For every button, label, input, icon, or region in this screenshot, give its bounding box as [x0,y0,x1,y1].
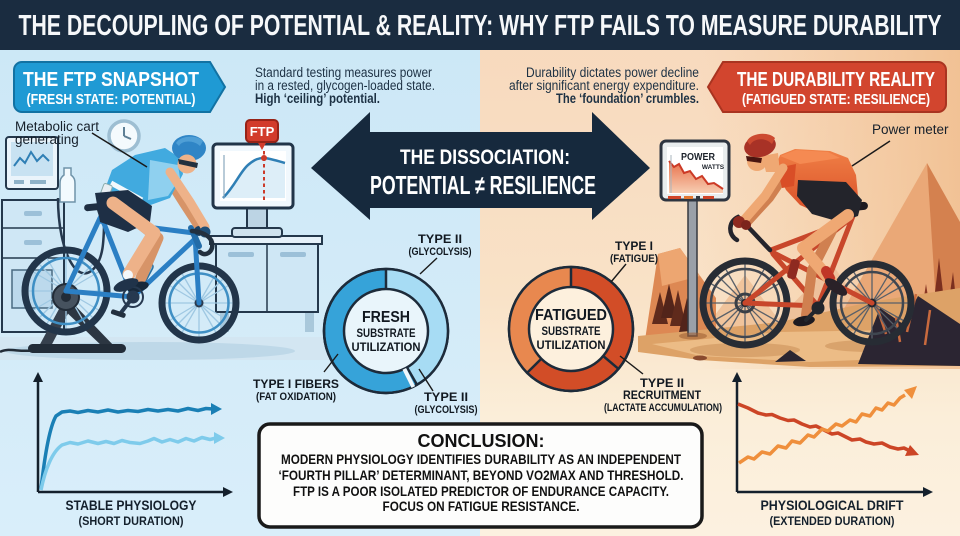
svg-text:(FATIGUED STATE: RESILIENCE): (FATIGUED STATE: RESILIENCE) [742,92,930,108]
svg-text:TYPE II: TYPE II [418,232,462,246]
svg-text:TYPE I: TYPE I [615,239,653,253]
svg-text:Metabolic cart: Metabolic cart [15,119,99,134]
svg-text:TYPE II: TYPE II [424,390,468,404]
svg-text:FRESH: FRESH [362,309,410,326]
svg-text:CONCLUSION:: CONCLUSION: [418,431,545,451]
svg-text:Standard testing measures powe: Standard testing measures power [255,65,432,80]
svg-text:(FAT OXIDATION): (FAT OXIDATION) [256,391,336,403]
svg-text:(LACTATE ACCUMULATION): (LACTATE ACCUMULATION) [604,402,722,414]
svg-text:(GLYCOLYSIS): (GLYCOLYSIS) [409,246,472,258]
svg-text:after significant energy expen: after significant energy expenditure. [509,78,699,93]
svg-text:STABLE PHYSIOLOGY: STABLE PHYSIOLOGY [66,498,197,513]
svg-text:FTP IS A POOR ISOLATED PREDICT: FTP IS A POOR ISOLATED PREDICTOR OF ENDU… [293,483,669,499]
svg-text:The ‘foundation’ crumbles.: The ‘foundation’ crumbles. [556,91,699,106]
svg-text:MODERN PHYSIOLOGY IDENTIFIES D: MODERN PHYSIOLOGY IDENTIFIES DURABILITY … [281,451,681,467]
svg-text:THE FTP SNAPSHOT: THE FTP SNAPSHOT [23,69,199,91]
svg-text:(GLYCOLYSIS): (GLYCOLYSIS) [415,404,478,416]
svg-text:Durability dictates power decl: Durability dictates power decline [526,65,699,80]
svg-text:FOCUS ON FATIGUE RESISTANCE.: FOCUS ON FATIGUE RESISTANCE. [383,498,580,514]
svg-text:in a rested, glycogen-loaded s: in a rested, glycogen-loaded state. [255,78,435,93]
svg-text:THE DURABILITY REALITY: THE DURABILITY REALITY [737,69,936,91]
svg-text:THE DISSOCIATION:: THE DISSOCIATION: [400,146,570,169]
svg-text:FATIGUED: FATIGUED [535,307,607,324]
svg-text:POTENTIAL ≠ RESILIENCE: POTENTIAL ≠ RESILIENCE [370,170,596,200]
svg-text:(EXTENDED DURATION): (EXTENDED DURATION) [770,516,895,528]
svg-text:High ‘ceiling’ potential.: High ‘ceiling’ potential. [255,91,380,106]
svg-text:UTILIZATION: UTILIZATION [537,340,606,352]
svg-text:(SHORT DURATION): (SHORT DURATION) [79,516,184,528]
svg-text:SUBSTRATE: SUBSTRATE [542,326,601,338]
svg-text:Power meter: Power meter [872,122,949,137]
svg-text:‘FOURTH PILLAR’ DETERMINANT, B: ‘FOURTH PILLAR’ DETERMINANT, BEYOND VO2M… [279,467,684,483]
svg-text:(FATIGUE): (FATIGUE) [610,253,658,265]
svg-text:(FRESH STATE: POTENTIAL): (FRESH STATE: POTENTIAL) [27,92,196,108]
svg-text:RECRUITMENT: RECRUITMENT [623,388,702,402]
svg-text:PHYSIOLOGICAL DRIFT: PHYSIOLOGICAL DRIFT [761,498,905,513]
svg-text:WATTS: WATTS [702,164,725,171]
svg-text:SUBSTRATE: SUBSTRATE [357,328,416,340]
svg-text:TYPE II: TYPE II [640,376,684,390]
svg-text:THE DECOUPLING OF POTENTIAL &: THE DECOUPLING OF POTENTIAL & REALITY: W… [19,10,942,42]
svg-text:UTILIZATION: UTILIZATION [352,342,421,354]
svg-text:generating: generating [15,132,79,147]
svg-text:TYPE I FIBERS: TYPE I FIBERS [253,377,339,391]
svg-text:FTP: FTP [250,124,275,139]
svg-text:POWER: POWER [681,152,716,163]
